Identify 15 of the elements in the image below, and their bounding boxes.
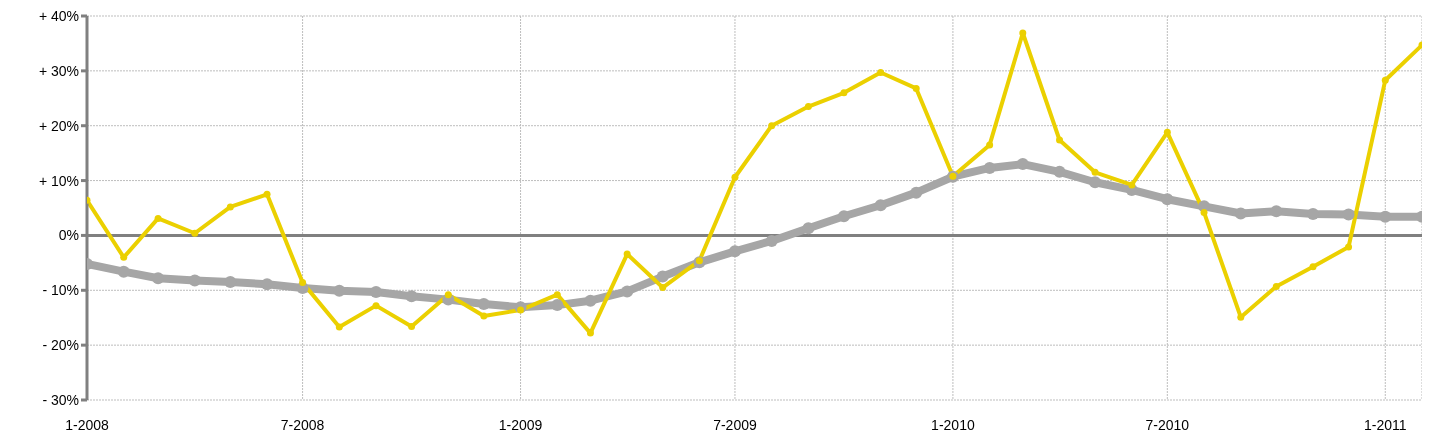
x-tick-label: 1-2009 bbox=[498, 416, 543, 433]
y-tick-label: - 10% bbox=[42, 282, 79, 299]
x-tick-label: 1-2011 bbox=[1364, 416, 1407, 433]
x-tick-label: 1-2008 bbox=[65, 416, 110, 433]
y-tick-label: - 30% bbox=[42, 391, 79, 408]
x-tick-label: 7-2010 bbox=[1145, 416, 1190, 433]
y-tick-label: + 40% bbox=[38, 7, 79, 24]
y-tick-label: - 20% bbox=[42, 337, 79, 354]
x-tick-label: 7-2008 bbox=[280, 416, 325, 433]
x-tick-label: 1-2010 bbox=[931, 416, 975, 433]
x-tick-label: 7-2009 bbox=[713, 416, 757, 433]
y-tick-label: + 10% bbox=[38, 172, 79, 189]
y-tick-label: 0% bbox=[58, 227, 79, 244]
y-tick-label: + 20% bbox=[38, 117, 79, 134]
y-tick-label: + 30% bbox=[38, 62, 79, 79]
